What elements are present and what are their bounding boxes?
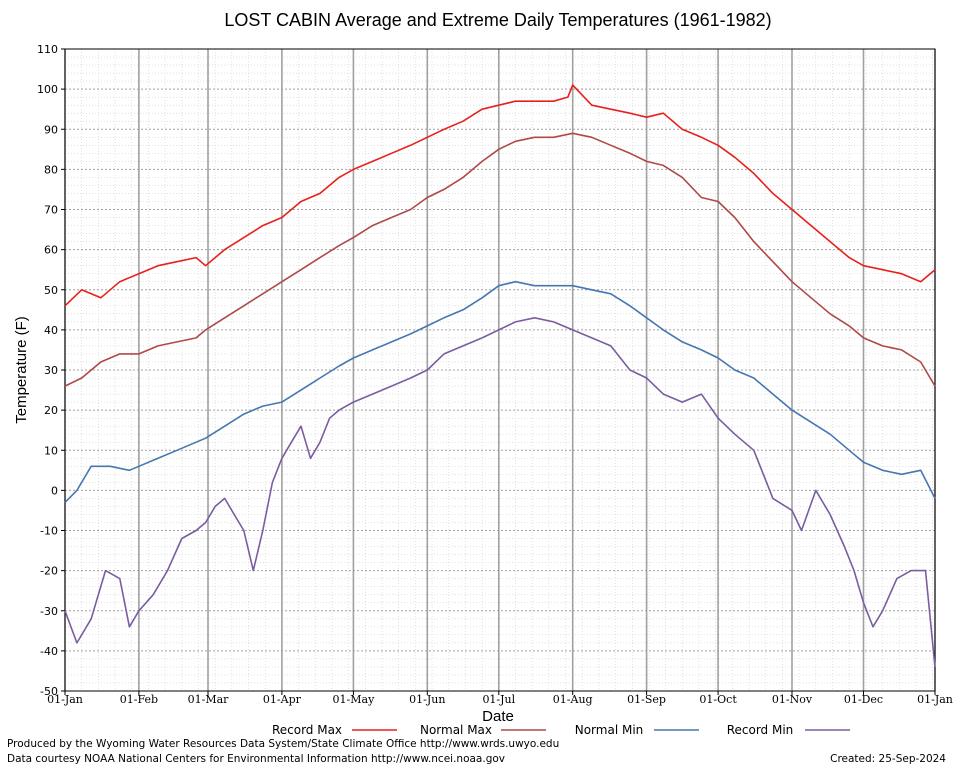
- x-tick-label: 01-Apr: [263, 693, 302, 706]
- x-tick-label: 01-Nov: [772, 693, 813, 706]
- series-line-record-min: [64, 316, 936, 667]
- y-tick-label: -10: [40, 525, 58, 538]
- footer-data-source: Data courtesy NOAA National Centers for …: [7, 753, 506, 765]
- series-line-record-max: [64, 84, 936, 307]
- y-tick-label: 60: [44, 244, 58, 257]
- x-tick-label: 01-May: [333, 693, 376, 706]
- series-line-normal-min: [64, 280, 936, 503]
- legend-label: Normal Min: [575, 723, 644, 737]
- y-tick-label: -30: [40, 605, 58, 618]
- y-tick-label: -50: [40, 685, 58, 698]
- x-tick-label: 01-Jan: [917, 693, 953, 706]
- x-tick-label: 01-Oct: [699, 693, 737, 706]
- y-tick-label: 30: [44, 364, 58, 377]
- y-tick-label: -20: [40, 565, 58, 578]
- x-tick-label: 01-Jun: [409, 693, 445, 706]
- y-tick-label: 90: [44, 123, 58, 136]
- y-tick-label: 70: [44, 204, 58, 217]
- plot-grid: [64, 48, 936, 692]
- y-tick-label: 100: [37, 83, 58, 96]
- x-tick-label: 01-Dec: [844, 693, 883, 706]
- y-tick-label: 50: [44, 284, 58, 297]
- y-tick-label: 110: [37, 43, 58, 56]
- y-tick-label: 20: [44, 404, 58, 417]
- y-tick-label: 40: [44, 324, 58, 337]
- legend-label: Record Max: [272, 723, 342, 737]
- x-tick-label: 01-Jan: [47, 693, 83, 706]
- x-axis-ticks: 01-Jan 01-Feb 01-Mar 01-Apr 01-May 01-Jun 01-J…: [47, 691, 953, 706]
- x-tick-label: 01-Feb: [120, 693, 158, 706]
- series-line-normal-max: [64, 132, 936, 387]
- x-tick-label: 01-Sep: [627, 693, 666, 706]
- legend: Record Max Normal Max Normal Min Record Min: [272, 723, 850, 737]
- x-axis-label: Date: [482, 708, 514, 725]
- chart-title: LOST CABIN Average and Extreme Daily Tem…: [224, 10, 771, 30]
- footer-created-date: Created: 25-Sep-2024: [830, 753, 946, 765]
- y-axis-label: Temperature (F): [13, 316, 30, 424]
- series-lines: [64, 84, 936, 667]
- legend-label: Normal Max: [420, 723, 492, 737]
- x-tick-label: 01-Aug: [553, 693, 593, 706]
- y-tick-label: 0: [51, 484, 58, 497]
- x-tick-label: 01-Jul: [482, 693, 515, 706]
- legend-label: Record Min: [727, 723, 794, 737]
- x-tick-label: 01-Mar: [188, 693, 230, 706]
- y-tick-label: 10: [44, 444, 58, 457]
- y-tick-label: -40: [40, 645, 58, 658]
- y-tick-label: 80: [44, 163, 58, 176]
- footer-credit: Produced by the Wyoming Water Resources …: [7, 738, 560, 750]
